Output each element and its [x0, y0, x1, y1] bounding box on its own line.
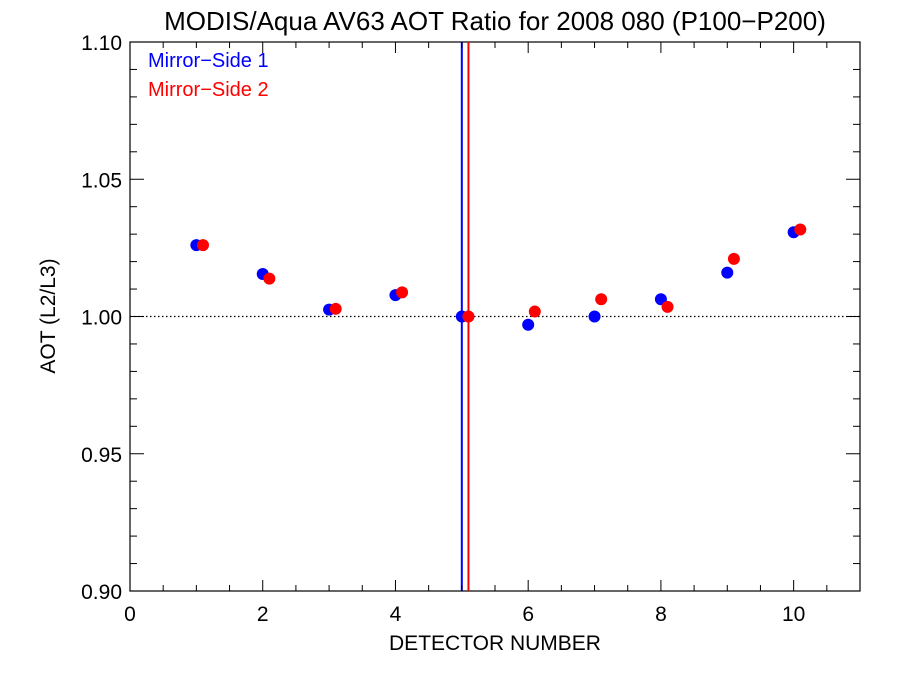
y-tick-label: 1.05 [81, 169, 122, 192]
y-tick-label: 0.90 [81, 581, 122, 604]
legend: Mirror−Side 1 Mirror−Side 2 [148, 50, 269, 101]
x-tick-label: 4 [390, 603, 402, 626]
data-point-mirror-side-2 [462, 310, 475, 323]
data-point-mirror-side-2 [528, 305, 541, 318]
y-tick-label: 0.95 [81, 444, 122, 467]
data-point-mirror-side-2 [661, 300, 674, 313]
data-point-mirror-side-2 [197, 239, 209, 252]
legend-entry-mirror-side-2: Mirror−Side 2 [148, 79, 269, 101]
x-tick-label: 0 [124, 603, 136, 626]
data-point-mirror-side-2 [263, 272, 276, 285]
x-tick-label: 10 [782, 603, 805, 626]
chart-title: MODIS/Aqua AV63 AOT Ratio for 2008 080 (… [164, 6, 826, 36]
y-axis: 0.90 0.95 1.00 1.05 1.10 [81, 32, 860, 604]
data-point-mirror-side-1 [522, 318, 535, 331]
legend-entry-mirror-side-1: Mirror−Side 1 [148, 50, 269, 72]
y-axis-label: AOT (L2/L3) [37, 258, 60, 373]
data-point-mirror-side-2 [727, 252, 740, 265]
data-point-mirror-side-2 [794, 223, 807, 236]
x-axis: 0 2 4 6 8 10 [124, 42, 861, 626]
data-point-mirror-side-2 [329, 302, 342, 315]
y-tick-label: 1.10 [81, 32, 122, 55]
plot-area: 0 2 4 6 8 10 0.90 0.95 1.00 1.05 1.10 [81, 32, 861, 626]
x-tick-label: 8 [655, 603, 667, 626]
y-tick-label: 1.00 [81, 307, 122, 330]
data-point-mirror-side-2 [595, 293, 608, 306]
data-point-mirror-side-2 [396, 286, 409, 299]
data-point-mirror-side-1 [721, 266, 734, 279]
x-axis-label: DETECTOR NUMBER [389, 632, 601, 655]
x-tick-label: 2 [257, 603, 269, 626]
x-tick-label: 6 [522, 603, 534, 626]
data-points [190, 223, 807, 331]
data-point-mirror-side-1 [588, 310, 601, 323]
